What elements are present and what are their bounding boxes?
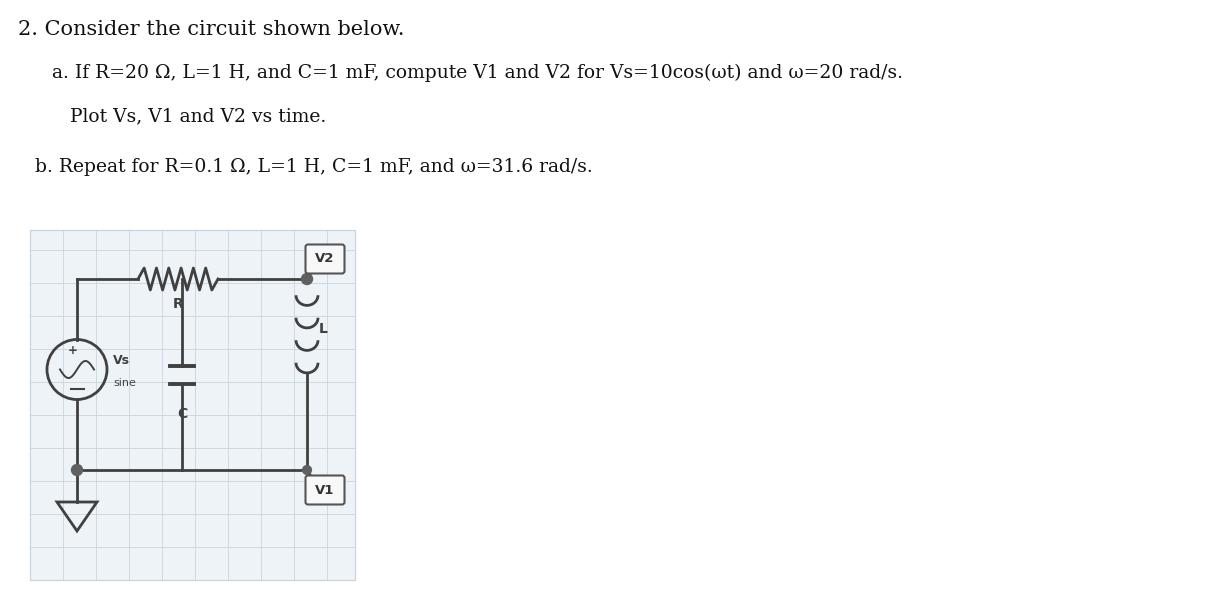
Text: V1: V1 [316,483,335,497]
Text: R: R [172,297,183,311]
FancyBboxPatch shape [306,244,345,273]
Text: +: + [67,344,78,357]
Text: Plot Vs, V1 and V2 vs time.: Plot Vs, V1 and V2 vs time. [52,107,327,125]
Text: 2. Consider the circuit shown below.: 2. Consider the circuit shown below. [18,20,405,39]
Circle shape [301,273,312,285]
Text: V2: V2 [316,252,335,265]
Circle shape [71,465,82,476]
Text: sine: sine [113,377,136,388]
Text: Vs: Vs [113,354,130,367]
Text: C: C [177,406,187,421]
Text: b. Repeat for R=0.1 Ω, L=1 H, C=1 mF, and ω=31.6 rad/s.: b. Repeat for R=0.1 Ω, L=1 H, C=1 mF, an… [35,158,593,176]
Text: a. If R=20 Ω, L=1 H, and C=1 mF, compute V1 and V2 for Vs=10cos(ωt) and ω=20 rad: a. If R=20 Ω, L=1 H, and C=1 mF, compute… [52,64,903,82]
Circle shape [302,465,311,474]
FancyBboxPatch shape [306,476,345,504]
Bar [30,230,355,580]
Text: L: L [319,322,328,336]
